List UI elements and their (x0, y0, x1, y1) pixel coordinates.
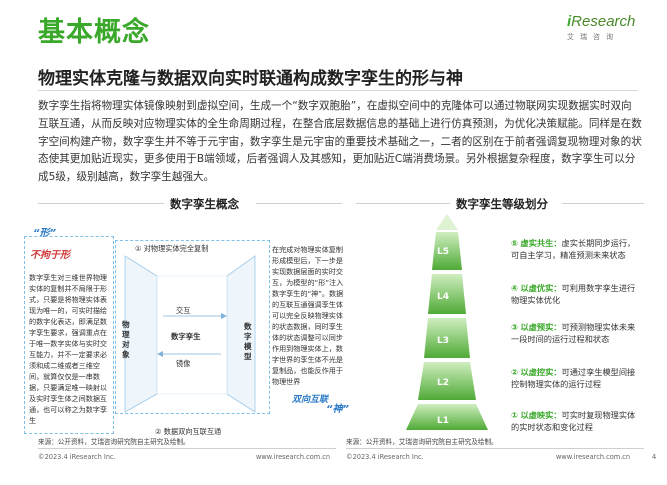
left-note-box (24, 236, 114, 434)
intro-paragraph: 数字孪生指将物理实体镜像映射到虚拟空间，生成一个“数字双胞胎”，在虚拟空间中的克… (38, 100, 642, 184)
digital-model-label: 数字模型 (244, 322, 252, 361)
left-section-title: 数字孪生概念 (170, 197, 239, 211)
level-l5-band (432, 232, 462, 270)
step-data-link: ② 数据双向互联互通 (155, 427, 222, 436)
level-l4-head: 以虚优实： (520, 283, 562, 293)
center-interaction-label: 交互 (176, 306, 191, 315)
level-l1-band (406, 404, 488, 430)
right-copyright: ©2023.4 iResearch Inc. (346, 453, 424, 461)
level-l2-band (418, 362, 476, 400)
level-l1-desc: ① 以虚映实：可实时复现物理实体的实时状态和变化过程 (511, 410, 643, 433)
left-note: 数字孪生对三维世界物理实体的复制并不局限于形式，只要是将物理实体表现为唯一的，可… (29, 273, 108, 425)
level-l3-desc: ③ 以虚预实：可预测物理实体未来一段时间的运行过程和状态 (511, 322, 643, 345)
level-l5-head: 虚实共生： (520, 238, 562, 248)
stamp-shen: “神” (326, 404, 349, 415)
level-pyramid (406, 214, 488, 430)
right-source: 来源：公开资料，艾瑞咨询研究院自主研究及绘制。 (346, 438, 498, 446)
level-l4-body: 可利用数字孪生进行物理实体优化 (511, 283, 636, 305)
left-copyright: ©2023.4 iResearch Inc. (38, 453, 116, 461)
page-number: 4 (652, 453, 657, 461)
level-l2-head: 以虚控实： (520, 367, 562, 377)
level-l5-desc: ⑤ 虚实共生：虚实长期同步运行，可自主学习，精准预测未来状态 (511, 238, 643, 261)
interaction-arrow-head (221, 313, 227, 319)
left-website: www.iresearch.com.cn (256, 453, 331, 461)
mirror-arrow-head (157, 351, 163, 357)
diagram-frame (115, 240, 270, 414)
level-l4-num: ④ (511, 283, 518, 293)
right-title-rule-left (356, 203, 450, 204)
right-note: 在完成对物理实体复制形成模型后，下一步是实现数据层面的实时交互，为模型的“形”注… (272, 245, 344, 386)
right-footer-rule (346, 448, 644, 449)
level-l3-num: ③ (511, 322, 518, 332)
level-l1-label: L1 (437, 416, 449, 426)
iresearch-logo: iResearch 艾瑞咨询 (567, 13, 647, 53)
left-source: 来源：公开资料，艾瑞咨询研究院自主研究及绘制。 (38, 438, 190, 446)
level-l2-label: L2 (437, 378, 449, 388)
twin-diagram (124, 255, 256, 413)
level-l1-body: 可实时复现物理实体的实时状态和变化过程 (511, 410, 636, 432)
logo-i: i (567, 13, 572, 30)
left-footer-rule (38, 448, 336, 449)
level-l3-band (424, 318, 470, 358)
level-l5-label: L5 (437, 247, 449, 257)
level-l5-num: ⑤ (511, 238, 518, 248)
level-l4-desc: ④ 以虚优实：可利用数字孪生进行物理实体优化 (511, 283, 643, 306)
page-title: 基本概念 (38, 17, 150, 48)
right-website: www.iresearch.com.cn (556, 453, 631, 461)
level-l5-body: 虚实长期同步运行，可自主学习，精准预测未来状态 (511, 238, 636, 260)
center-twin-label: 数字孪生 (171, 332, 201, 341)
stamp-xing: “形” (33, 228, 56, 239)
level-l3-head: 以虚预实： (520, 322, 562, 332)
level-l1-head: 以虚映实： (520, 410, 562, 420)
twin-center-panel (156, 275, 228, 395)
center-mirror-label: 镜像 (176, 359, 191, 368)
right-title-rule-right (562, 203, 644, 204)
level-l1-num: ① (511, 410, 518, 420)
step-copy: ① 对物理实体完全复制 (135, 244, 209, 253)
pyramid-tip (436, 214, 458, 230)
level-l4-label: L4 (437, 292, 449, 302)
right-section-title: 数字孪生等级划分 (456, 197, 548, 211)
physical-object-label: 物理对象 (122, 320, 130, 359)
stamp-shen-sub: 双向互联 (292, 395, 329, 405)
level-l3-body: 可预测物理实体未来一段时间的运行过程和状态 (511, 322, 636, 344)
logo-subtitle: 艾瑞咨询 (567, 33, 619, 41)
level-l4-band (428, 274, 466, 314)
subtitle-divider (38, 90, 638, 91)
left-title-rule-left (38, 203, 164, 204)
level-l2-desc: ② 以虚控实：可通过孪生模型间接控制物理实体的运行过程 (511, 367, 643, 390)
level-l3-label: L3 (437, 336, 449, 346)
logo-text: Research (571, 13, 636, 30)
level-l2-body: 可通过孪生模型间接控制物理实体的运行过程 (511, 367, 636, 389)
left-title-rule-right (256, 203, 342, 204)
stamp-xing-sub: 不拘于形 (30, 250, 70, 261)
level-l2-num: ② (511, 367, 518, 377)
page-subtitle: 物理实体克隆与数据双向实时联通构成数字孪生的形与神 (38, 69, 463, 89)
